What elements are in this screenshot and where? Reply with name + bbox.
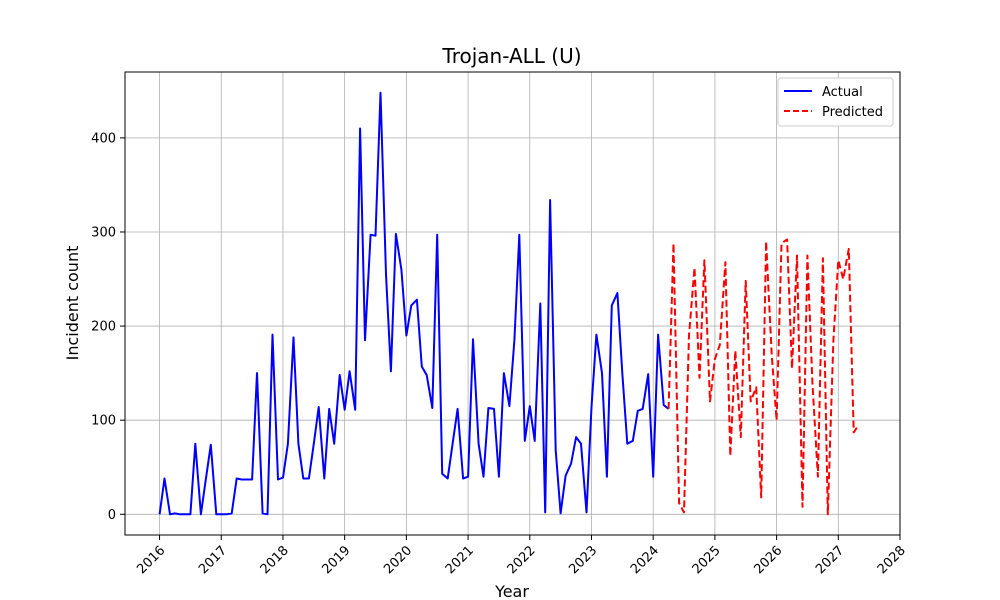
grid [125,72,900,535]
legend-label-predicted: Predicted [822,105,883,120]
series-line-actual [158,91,670,516]
y-tick-label: 0 [108,508,116,523]
x-axis-title: Year [494,582,529,600]
legend: Actual Predicted [777,77,894,127]
series-layer [158,91,860,516]
y-tick-label: 100 [91,414,116,429]
series-line-predicted [667,238,860,516]
y-tick-label: 200 [91,320,116,335]
y-axis: 0 100 200 300 400 [91,131,125,523]
legend-label-actual: Actual [822,85,863,100]
y-tick-label: 400 [91,131,116,146]
y-axis-title: Incident count [63,246,82,361]
y-tick-label: 300 [91,225,116,240]
chart-title: Trojan-ALL (U) [441,44,581,68]
plot-area-frame [124,71,901,536]
